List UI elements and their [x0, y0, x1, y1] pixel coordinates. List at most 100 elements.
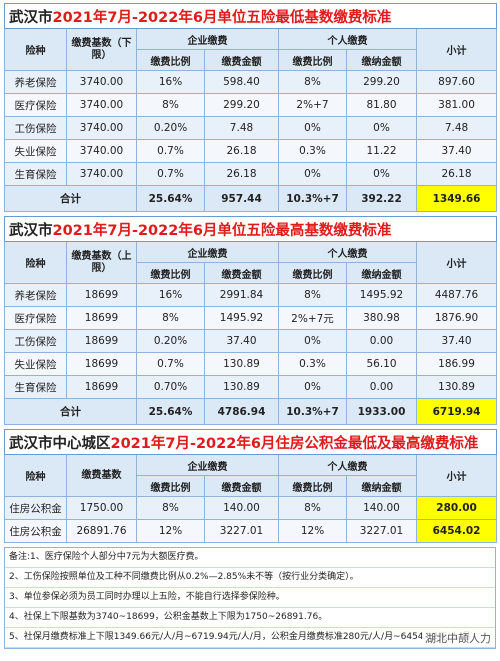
- cell: 140.00: [204, 496, 279, 520]
- cell: 299.20: [346, 70, 417, 94]
- cell: 4487.76: [415, 283, 498, 307]
- total-row: 合计 25.64% 4786.94 10.3%+7 1933.00 6719.94: [4, 398, 498, 425]
- subheader-cell: 缴纳金额: [346, 49, 417, 71]
- content: 武汉市2021年7月-2022年6月单位五险最低基数缴费标准 险种 缴费基数（下限）…: [3, 3, 498, 649]
- data-row: 住房公积金 1750.00 8% 140.00 8% 140.00 280.00: [4, 496, 498, 520]
- data-row: 工伤保险 18699 0.20% 37.40 0% 0.00 37.40: [4, 329, 498, 353]
- cell: 18699: [66, 306, 137, 330]
- cell: 130.89: [204, 352, 279, 376]
- header-cell: 缴费基数（下限）: [66, 28, 137, 71]
- watermark: 湖北中颉人力: [422, 629, 494, 647]
- data-table: 武汉市2021年7月-2022年6月单位五险最低基数缴费标准 险种 缴费基数（下限）…: [3, 3, 498, 212]
- cell: 2991.84: [204, 283, 279, 307]
- cell: 8%: [278, 283, 347, 307]
- cell: 37.40: [415, 329, 498, 353]
- subheader-cell: 缴费比例: [136, 475, 205, 497]
- header-row: 险种 缴费基数（下限） 企业缴费 个人缴费 小计: [4, 28, 498, 71]
- cell: 26891.76: [66, 519, 137, 543]
- subheader-cell: 缴纳金额: [346, 475, 417, 497]
- subheader-cell: 缴费金额: [204, 475, 279, 497]
- title-prefix: 武汉市中心城区: [9, 435, 111, 452]
- total-cell: 1933.00: [346, 398, 417, 425]
- cell: 6454.02: [415, 519, 498, 543]
- table-title: 武汉市2021年7月-2022年6月单位五险最低基数缴费标准: [3, 3, 498, 29]
- table-title: 武汉市2021年7月-2022年6月单位五险最高基数缴费标准: [3, 216, 498, 242]
- subheader-cell: 缴费比例: [136, 49, 205, 71]
- total-row: 合计 25.64% 957.44 10.3%+7 392.22 1349.66: [4, 185, 498, 212]
- cell: 3227.01: [204, 519, 279, 543]
- total-cell: 392.22: [346, 185, 417, 212]
- total-cell: 4786.94: [204, 398, 279, 425]
- cell: 3740.00: [66, 93, 137, 117]
- header-row: 险种 缴费基数 企业缴费 个人缴费 小计: [4, 454, 498, 497]
- title-row: 武汉市2021年7月-2022年6月单位五险最高基数缴费标准: [3, 216, 498, 242]
- cell: 8%: [136, 306, 205, 330]
- header-cell: 企业缴费: [136, 241, 279, 263]
- data-row: 生育保险 18699 0.70% 130.89 0% 0.00 130.89: [4, 375, 498, 399]
- header-cell: 小计: [415, 454, 498, 497]
- cell: 0.3%: [278, 139, 347, 163]
- cell: 140.00: [346, 496, 417, 520]
- header-cell: 缴费基数（上限）: [66, 241, 137, 284]
- title-prefix: 武汉市: [9, 222, 53, 239]
- data-row: 工伤保险 3740.00 0.20% 7.48 0% 0% 7.48: [4, 116, 498, 140]
- cell: 0.00: [346, 329, 417, 353]
- cell: 住房公积金: [4, 496, 67, 520]
- cell: 130.89: [415, 375, 498, 399]
- cell: 0%: [278, 329, 347, 353]
- cell: 897.60: [415, 70, 498, 94]
- note-line: 2、工伤保险按照单位及工种不同缴费比例从0.2%—2.85%未不等（按行业分类确…: [5, 568, 495, 588]
- title-highlight: 2021年7月-2022年6月单位五险最高基数缴费标准: [52, 222, 392, 239]
- cell: 0.20%: [136, 329, 205, 353]
- cell: 0%: [278, 162, 347, 186]
- title-prefix: 武汉市: [9, 9, 53, 26]
- cell: 11.22: [346, 139, 417, 163]
- note-line: 3、单位参保必须为员工同时办理以上五险，不能自行选择参保险种。: [5, 588, 495, 608]
- cell: 1876.90: [415, 306, 498, 330]
- data-row: 失业保险 3740.00 0.7% 26.18 0.3% 11.22 37.40: [4, 139, 498, 163]
- cell: 1495.92: [204, 306, 279, 330]
- table-body: 养老保险 3740.00 16% 598.40 8% 299.20 897.60 医疗保险 37…: [4, 70, 498, 186]
- cell: 18699: [66, 329, 137, 353]
- note-line: 4、社保上下限基数为3740~18699，公积金基数上下限为1750~26891…: [5, 608, 495, 628]
- cell: 12%: [278, 519, 347, 543]
- header-cell: 个人缴费: [278, 454, 417, 476]
- cell: 16%: [136, 70, 205, 94]
- cell: 0.00: [346, 375, 417, 399]
- cell: 0.7%: [136, 139, 205, 163]
- cell: 生育保险: [4, 162, 67, 186]
- cell: 1495.92: [346, 283, 417, 307]
- cell: 养老保险: [4, 70, 67, 94]
- subheader-cell: 缴纳金额: [346, 262, 417, 284]
- subheader-row: 缴费比例 缴费金额 缴费比例 缴纳金额: [5, 475, 497, 497]
- total-cell: 1349.66: [415, 185, 498, 212]
- cell: 医疗保险: [4, 93, 67, 117]
- total-cell: 957.44: [204, 185, 279, 212]
- header-cell: 个人缴费: [278, 241, 417, 263]
- cell: 3740.00: [66, 116, 137, 140]
- subheader-cell: 缴费比例: [278, 475, 347, 497]
- header-cell: 险种: [4, 28, 67, 71]
- header-cell: 小计: [415, 241, 498, 284]
- cell: 8%: [136, 93, 205, 117]
- cell: 失业保险: [4, 352, 67, 376]
- subheader-row: 缴费比例 缴费金额 缴费比例 缴纳金额: [5, 262, 497, 284]
- cell: 3740.00: [66, 70, 137, 94]
- total-label: 合计: [4, 398, 137, 425]
- cell: 598.40: [204, 70, 279, 94]
- header-cell: 企业缴费: [136, 28, 279, 50]
- table-title: 武汉市中心城区2021年7月-2022年6月住房公积金最低及最高缴费标准: [3, 429, 498, 455]
- cell: 工伤保险: [4, 329, 67, 353]
- cell: 医疗保险: [4, 306, 67, 330]
- table-body: 住房公积金 1750.00 8% 140.00 8% 140.00 280.00 住房公积金 2…: [4, 496, 498, 543]
- cell: 12%: [136, 519, 205, 543]
- cell: 37.40: [415, 139, 498, 163]
- cell: 16%: [136, 283, 205, 307]
- header-cell: 小计: [415, 28, 498, 71]
- cell: 2%+7: [278, 93, 347, 117]
- cell: 56.10: [346, 352, 417, 376]
- table-body: 养老保险 18699 16% 2991.84 8% 1495.92 4487.76 医疗保险 1…: [4, 283, 498, 399]
- header-cell: 险种: [4, 241, 67, 284]
- subheader-cell: 缴费金额: [204, 262, 279, 284]
- cell: 18699: [66, 375, 137, 399]
